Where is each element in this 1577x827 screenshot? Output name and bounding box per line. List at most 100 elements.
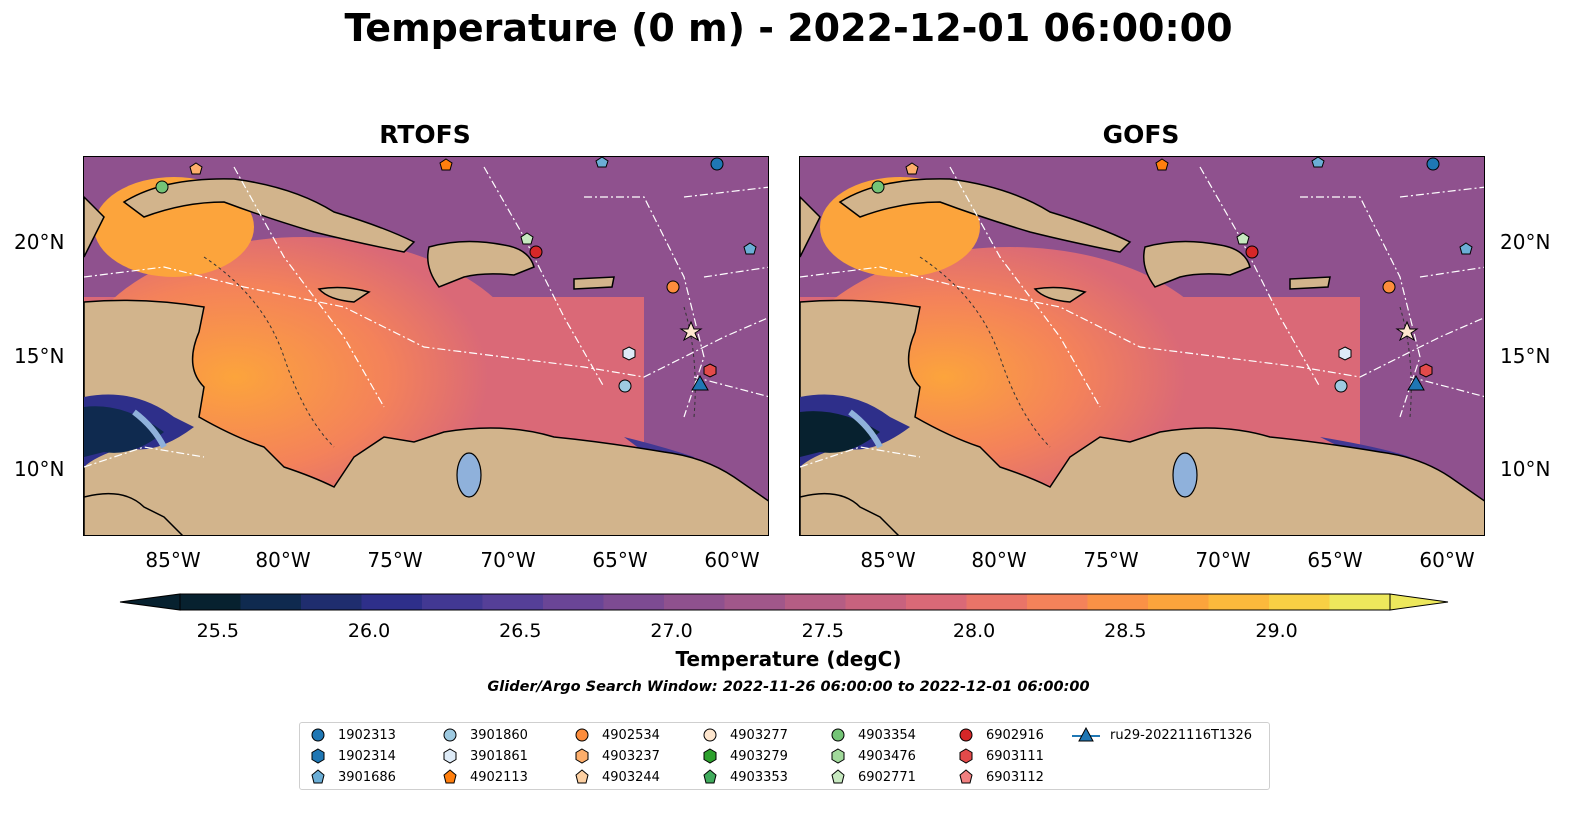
legend-label: 4903244: [602, 769, 660, 785]
xtick-left-75w: 75°W: [367, 548, 423, 572]
legend-label: 3901861: [470, 748, 528, 764]
legend-item: 4903277: [700, 725, 788, 745]
ytick-left-10n: 10°N: [14, 457, 65, 481]
legend-marker-icon: [443, 728, 457, 742]
legend-label: 4903353: [730, 769, 788, 785]
legend-item: 3901861: [440, 746, 528, 766]
xtick-left-70w: 70°W: [480, 548, 536, 572]
central-america: [800, 195, 1484, 535]
legend-label: 1902313: [338, 727, 396, 743]
legend-label: 4902534: [602, 727, 660, 743]
colorbar-max-extend: [1389, 593, 1449, 611]
panel-title-rtofs: RTOFS: [379, 120, 471, 149]
colorbar-segment: [1087, 594, 1149, 610]
legend-item: 1902313: [308, 725, 396, 745]
legend-marker-icon: [311, 748, 325, 764]
legend-marker-icon: [311, 769, 325, 784]
legend-marker-icon: [703, 769, 717, 784]
xtick-right-80w: 80°W: [971, 548, 1027, 572]
legend-item: 3901686: [308, 767, 396, 787]
colorbar-segment: [240, 594, 302, 610]
colorbar-segment: [664, 594, 725, 610]
legend-label: 6902916: [986, 727, 1044, 743]
legend-label: 4903354: [858, 727, 916, 743]
legend-marker-icon: [831, 769, 845, 784]
colorbar-segment: [785, 594, 846, 610]
legend-item: 6903111: [956, 746, 1044, 766]
jamaica: [1033, 286, 1087, 303]
legend-item: 6903112: [956, 767, 1044, 787]
map-gofs: [800, 157, 1484, 535]
colorbar-segment: [1148, 594, 1209, 610]
legend-marker-icon: [959, 728, 973, 742]
legend-marker-icon: [703, 748, 717, 764]
colorbar-segment: [361, 594, 423, 610]
colorbar-tick-label: 25.5: [196, 620, 239, 642]
legend-marker-icon: [575, 748, 589, 764]
colorbar-tick-label: 26.0: [347, 620, 391, 642]
ytick-left-15n: 15°N: [14, 344, 65, 368]
colorbar-segment: [845, 594, 907, 610]
colorbar-tick-label: 28.5: [1104, 620, 1147, 642]
xtick-right-65w: 65°W: [1307, 548, 1363, 572]
legend-label: 6903112: [986, 769, 1044, 785]
legend-label: 3901860: [470, 727, 528, 743]
colorbar-tick-label: 27.0: [650, 620, 693, 642]
legend-marker-icon: [959, 769, 973, 784]
colorbar-segment: [724, 594, 786, 610]
legend-item: 1902314: [308, 746, 396, 766]
legend-item: 4903237: [572, 746, 660, 766]
map-panel-gofs: [799, 156, 1485, 536]
search-window-text: Glider/Argo Search Window: 2022-11-26 06…: [487, 679, 1090, 695]
colorbar-label: Temperature (degC): [675, 647, 902, 671]
colorbar-segment: [180, 594, 241, 610]
colorbar-segment: [906, 594, 967, 610]
legend-marker-icon: [443, 748, 457, 764]
ytick-right-15n: 15°N: [1500, 344, 1551, 368]
legend-marker-icon: [831, 748, 845, 764]
legend-marker-icon: [831, 728, 845, 742]
colorbar-segment: [1269, 594, 1330, 610]
legend-item: 4902113: [440, 767, 528, 787]
lake-maracaibo: [1172, 452, 1198, 498]
colorbar: [119, 593, 1449, 611]
legend-label: 4903237: [602, 748, 660, 764]
cuba: [122, 178, 416, 253]
legend-marker-icon: [1072, 727, 1100, 742]
colorbar-segment: [301, 594, 362, 610]
legend-item: 4903279: [700, 746, 788, 766]
legend-item: ru29-20221116T1326: [1072, 725, 1252, 745]
legend-item: 4902534: [572, 725, 660, 745]
xtick-left-60w: 60°W: [704, 548, 760, 572]
legend-marker-icon: [311, 728, 325, 742]
lake-maracaibo: [456, 452, 482, 498]
legend-marker-icon: [959, 748, 973, 764]
puerto-rico: [1289, 276, 1331, 290]
colorbar-segment: [1027, 594, 1088, 610]
legend-item: 4903354: [828, 725, 916, 745]
hispaniola: [427, 240, 535, 288]
xtick-left-65w: 65°W: [592, 548, 648, 572]
legend-label: 3901686: [338, 769, 396, 785]
colorbar-min-extend: [119, 593, 181, 611]
legend-marker-icon: [703, 728, 717, 742]
colorbar-segment: [543, 594, 604, 610]
legend-item: 4903476: [828, 746, 916, 766]
legend-marker-icon: [575, 769, 589, 784]
xtick-right-70w: 70°W: [1195, 548, 1251, 572]
ytick-right-20n: 20°N: [1500, 230, 1551, 254]
legend-marker-icon: [443, 769, 457, 784]
map-rtofs: [84, 157, 768, 535]
legend-item: 6902771: [828, 767, 916, 787]
ytick-left-20n: 20°N: [14, 230, 65, 254]
legend-item: 6902916: [956, 725, 1044, 745]
colorbar-tick-label: 27.5: [801, 620, 844, 642]
legend-label: 4903277: [730, 727, 788, 743]
legend: 1902313 1902314 3901686 3901860 3901861 49021…: [299, 722, 1270, 790]
colorbar-tick-label: 28.0: [952, 620, 996, 642]
figure-title: Temperature (0 m) - 2022-12-01 06:00:00: [344, 6, 1233, 50]
legend-label: 4903279: [730, 748, 788, 764]
colorbar-tick-label: 26.5: [499, 620, 542, 642]
legend-label: 4902113: [470, 769, 528, 785]
legend-item: 4903353: [700, 767, 788, 787]
